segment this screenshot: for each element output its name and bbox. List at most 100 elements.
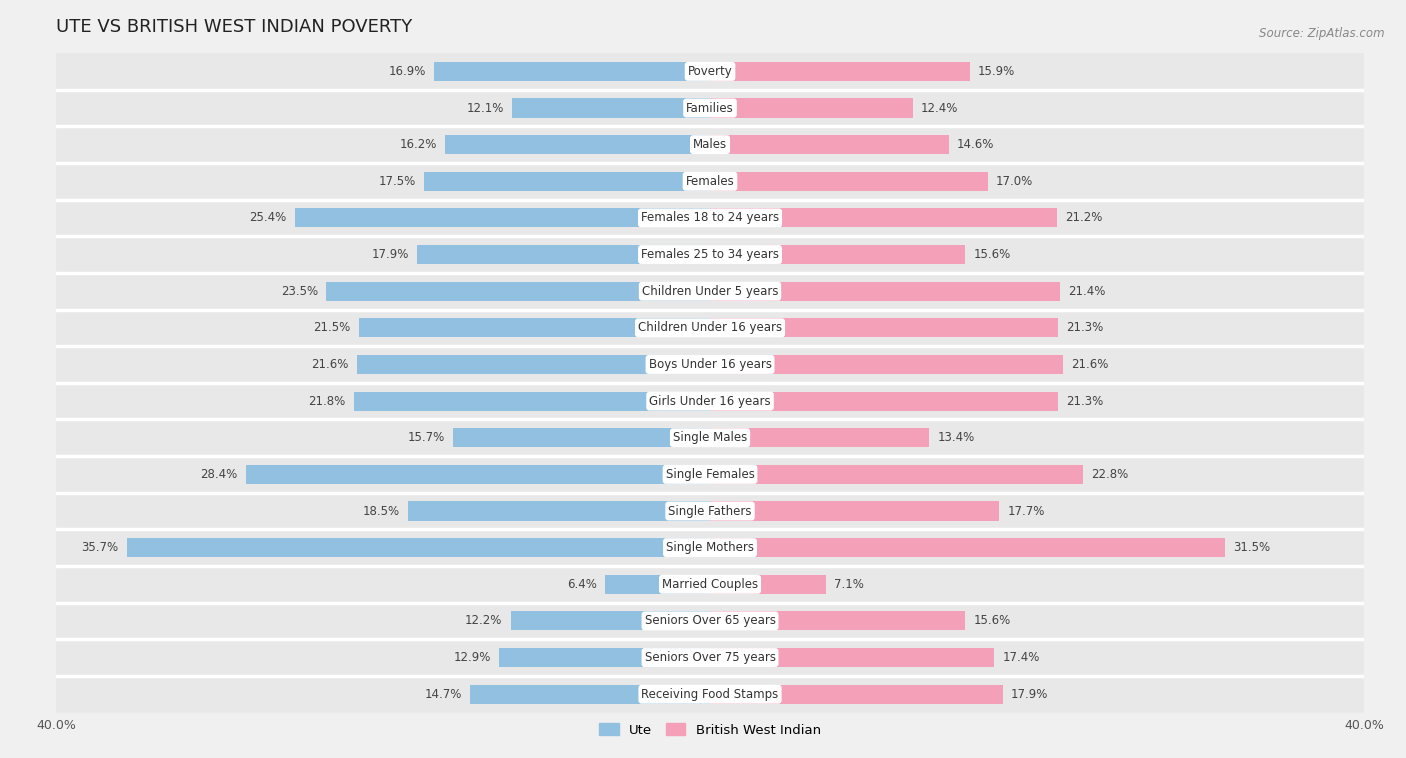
Text: 16.9%: 16.9% — [388, 65, 426, 78]
Text: 17.7%: 17.7% — [1008, 505, 1045, 518]
Bar — [710, 245, 965, 264]
Bar — [710, 355, 1063, 374]
Text: 7.1%: 7.1% — [834, 578, 865, 590]
Bar — [710, 392, 1059, 411]
Text: Source: ZipAtlas.com: Source: ZipAtlas.com — [1260, 27, 1385, 39]
Bar — [453, 428, 710, 447]
Text: 12.2%: 12.2% — [465, 615, 502, 628]
Text: Females: Females — [686, 175, 734, 188]
Text: 15.7%: 15.7% — [408, 431, 446, 444]
Text: 17.9%: 17.9% — [1011, 688, 1047, 700]
Text: 15.6%: 15.6% — [973, 248, 1011, 261]
Text: 15.6%: 15.6% — [973, 615, 1011, 628]
Text: 23.5%: 23.5% — [281, 285, 318, 298]
Text: 25.4%: 25.4% — [249, 211, 287, 224]
Text: 16.2%: 16.2% — [399, 138, 437, 151]
Bar — [295, 208, 710, 227]
Text: 12.9%: 12.9% — [454, 651, 491, 664]
FancyBboxPatch shape — [56, 566, 1364, 603]
Text: 12.1%: 12.1% — [467, 102, 505, 114]
Text: 12.4%: 12.4% — [921, 102, 959, 114]
Text: Children Under 5 years: Children Under 5 years — [641, 285, 779, 298]
FancyBboxPatch shape — [56, 493, 1364, 529]
Text: Seniors Over 65 years: Seniors Over 65 years — [644, 615, 776, 628]
Bar — [710, 282, 1060, 301]
Bar — [710, 684, 1002, 703]
Bar — [127, 538, 710, 557]
FancyBboxPatch shape — [56, 53, 1364, 89]
FancyBboxPatch shape — [56, 127, 1364, 163]
Bar — [710, 62, 970, 81]
Text: 22.8%: 22.8% — [1091, 468, 1128, 481]
Bar — [710, 502, 1000, 521]
Text: 21.3%: 21.3% — [1066, 321, 1104, 334]
Bar — [246, 465, 710, 484]
Text: Boys Under 16 years: Boys Under 16 years — [648, 358, 772, 371]
FancyBboxPatch shape — [56, 383, 1364, 419]
Bar — [446, 135, 710, 154]
Text: 28.4%: 28.4% — [201, 468, 238, 481]
Text: Single Mothers: Single Mothers — [666, 541, 754, 554]
Legend: Ute, British West Indian: Ute, British West Indian — [593, 719, 827, 742]
Text: 21.6%: 21.6% — [312, 358, 349, 371]
FancyBboxPatch shape — [56, 529, 1364, 566]
Text: 21.3%: 21.3% — [1066, 395, 1104, 408]
Text: Married Couples: Married Couples — [662, 578, 758, 590]
Text: Single Males: Single Males — [673, 431, 747, 444]
Bar — [434, 62, 710, 81]
FancyBboxPatch shape — [56, 199, 1364, 236]
Bar — [710, 208, 1056, 227]
Bar — [326, 282, 710, 301]
Bar — [510, 612, 710, 631]
Text: 17.5%: 17.5% — [378, 175, 416, 188]
Text: UTE VS BRITISH WEST INDIAN POVERTY: UTE VS BRITISH WEST INDIAN POVERTY — [56, 18, 412, 36]
Bar — [354, 392, 710, 411]
Bar — [710, 318, 1059, 337]
Bar — [710, 135, 949, 154]
FancyBboxPatch shape — [56, 346, 1364, 383]
Text: Girls Under 16 years: Girls Under 16 years — [650, 395, 770, 408]
Text: 21.5%: 21.5% — [314, 321, 350, 334]
FancyBboxPatch shape — [56, 603, 1364, 639]
Text: Poverty: Poverty — [688, 65, 733, 78]
Bar — [425, 172, 710, 191]
Bar — [710, 172, 988, 191]
Text: Seniors Over 75 years: Seniors Over 75 years — [644, 651, 776, 664]
Text: 31.5%: 31.5% — [1233, 541, 1270, 554]
Text: 17.4%: 17.4% — [1002, 651, 1040, 664]
FancyBboxPatch shape — [56, 236, 1364, 273]
Bar — [710, 428, 929, 447]
Text: 21.4%: 21.4% — [1069, 285, 1105, 298]
Bar — [418, 245, 710, 264]
Bar — [512, 99, 710, 117]
Bar — [710, 612, 965, 631]
FancyBboxPatch shape — [56, 639, 1364, 676]
Text: Families: Families — [686, 102, 734, 114]
Text: 21.8%: 21.8% — [308, 395, 346, 408]
Text: 18.5%: 18.5% — [363, 505, 399, 518]
Text: 17.9%: 17.9% — [373, 248, 409, 261]
Bar — [470, 684, 710, 703]
Text: Receiving Food Stamps: Receiving Food Stamps — [641, 688, 779, 700]
Bar — [710, 538, 1225, 557]
Text: Females 18 to 24 years: Females 18 to 24 years — [641, 211, 779, 224]
FancyBboxPatch shape — [56, 676, 1364, 713]
Bar — [710, 648, 994, 667]
Bar — [499, 648, 710, 667]
Text: Males: Males — [693, 138, 727, 151]
Text: 14.6%: 14.6% — [957, 138, 994, 151]
Text: 15.9%: 15.9% — [979, 65, 1015, 78]
Text: 21.6%: 21.6% — [1071, 358, 1108, 371]
Bar — [606, 575, 710, 594]
FancyBboxPatch shape — [56, 273, 1364, 309]
Text: 21.2%: 21.2% — [1064, 211, 1102, 224]
Text: Children Under 16 years: Children Under 16 years — [638, 321, 782, 334]
FancyBboxPatch shape — [56, 309, 1364, 346]
Bar — [710, 575, 827, 594]
Bar — [710, 99, 912, 117]
Text: Single Females: Single Females — [665, 468, 755, 481]
Text: 17.0%: 17.0% — [995, 175, 1033, 188]
Bar — [408, 502, 710, 521]
Text: 13.4%: 13.4% — [938, 431, 974, 444]
FancyBboxPatch shape — [56, 89, 1364, 127]
